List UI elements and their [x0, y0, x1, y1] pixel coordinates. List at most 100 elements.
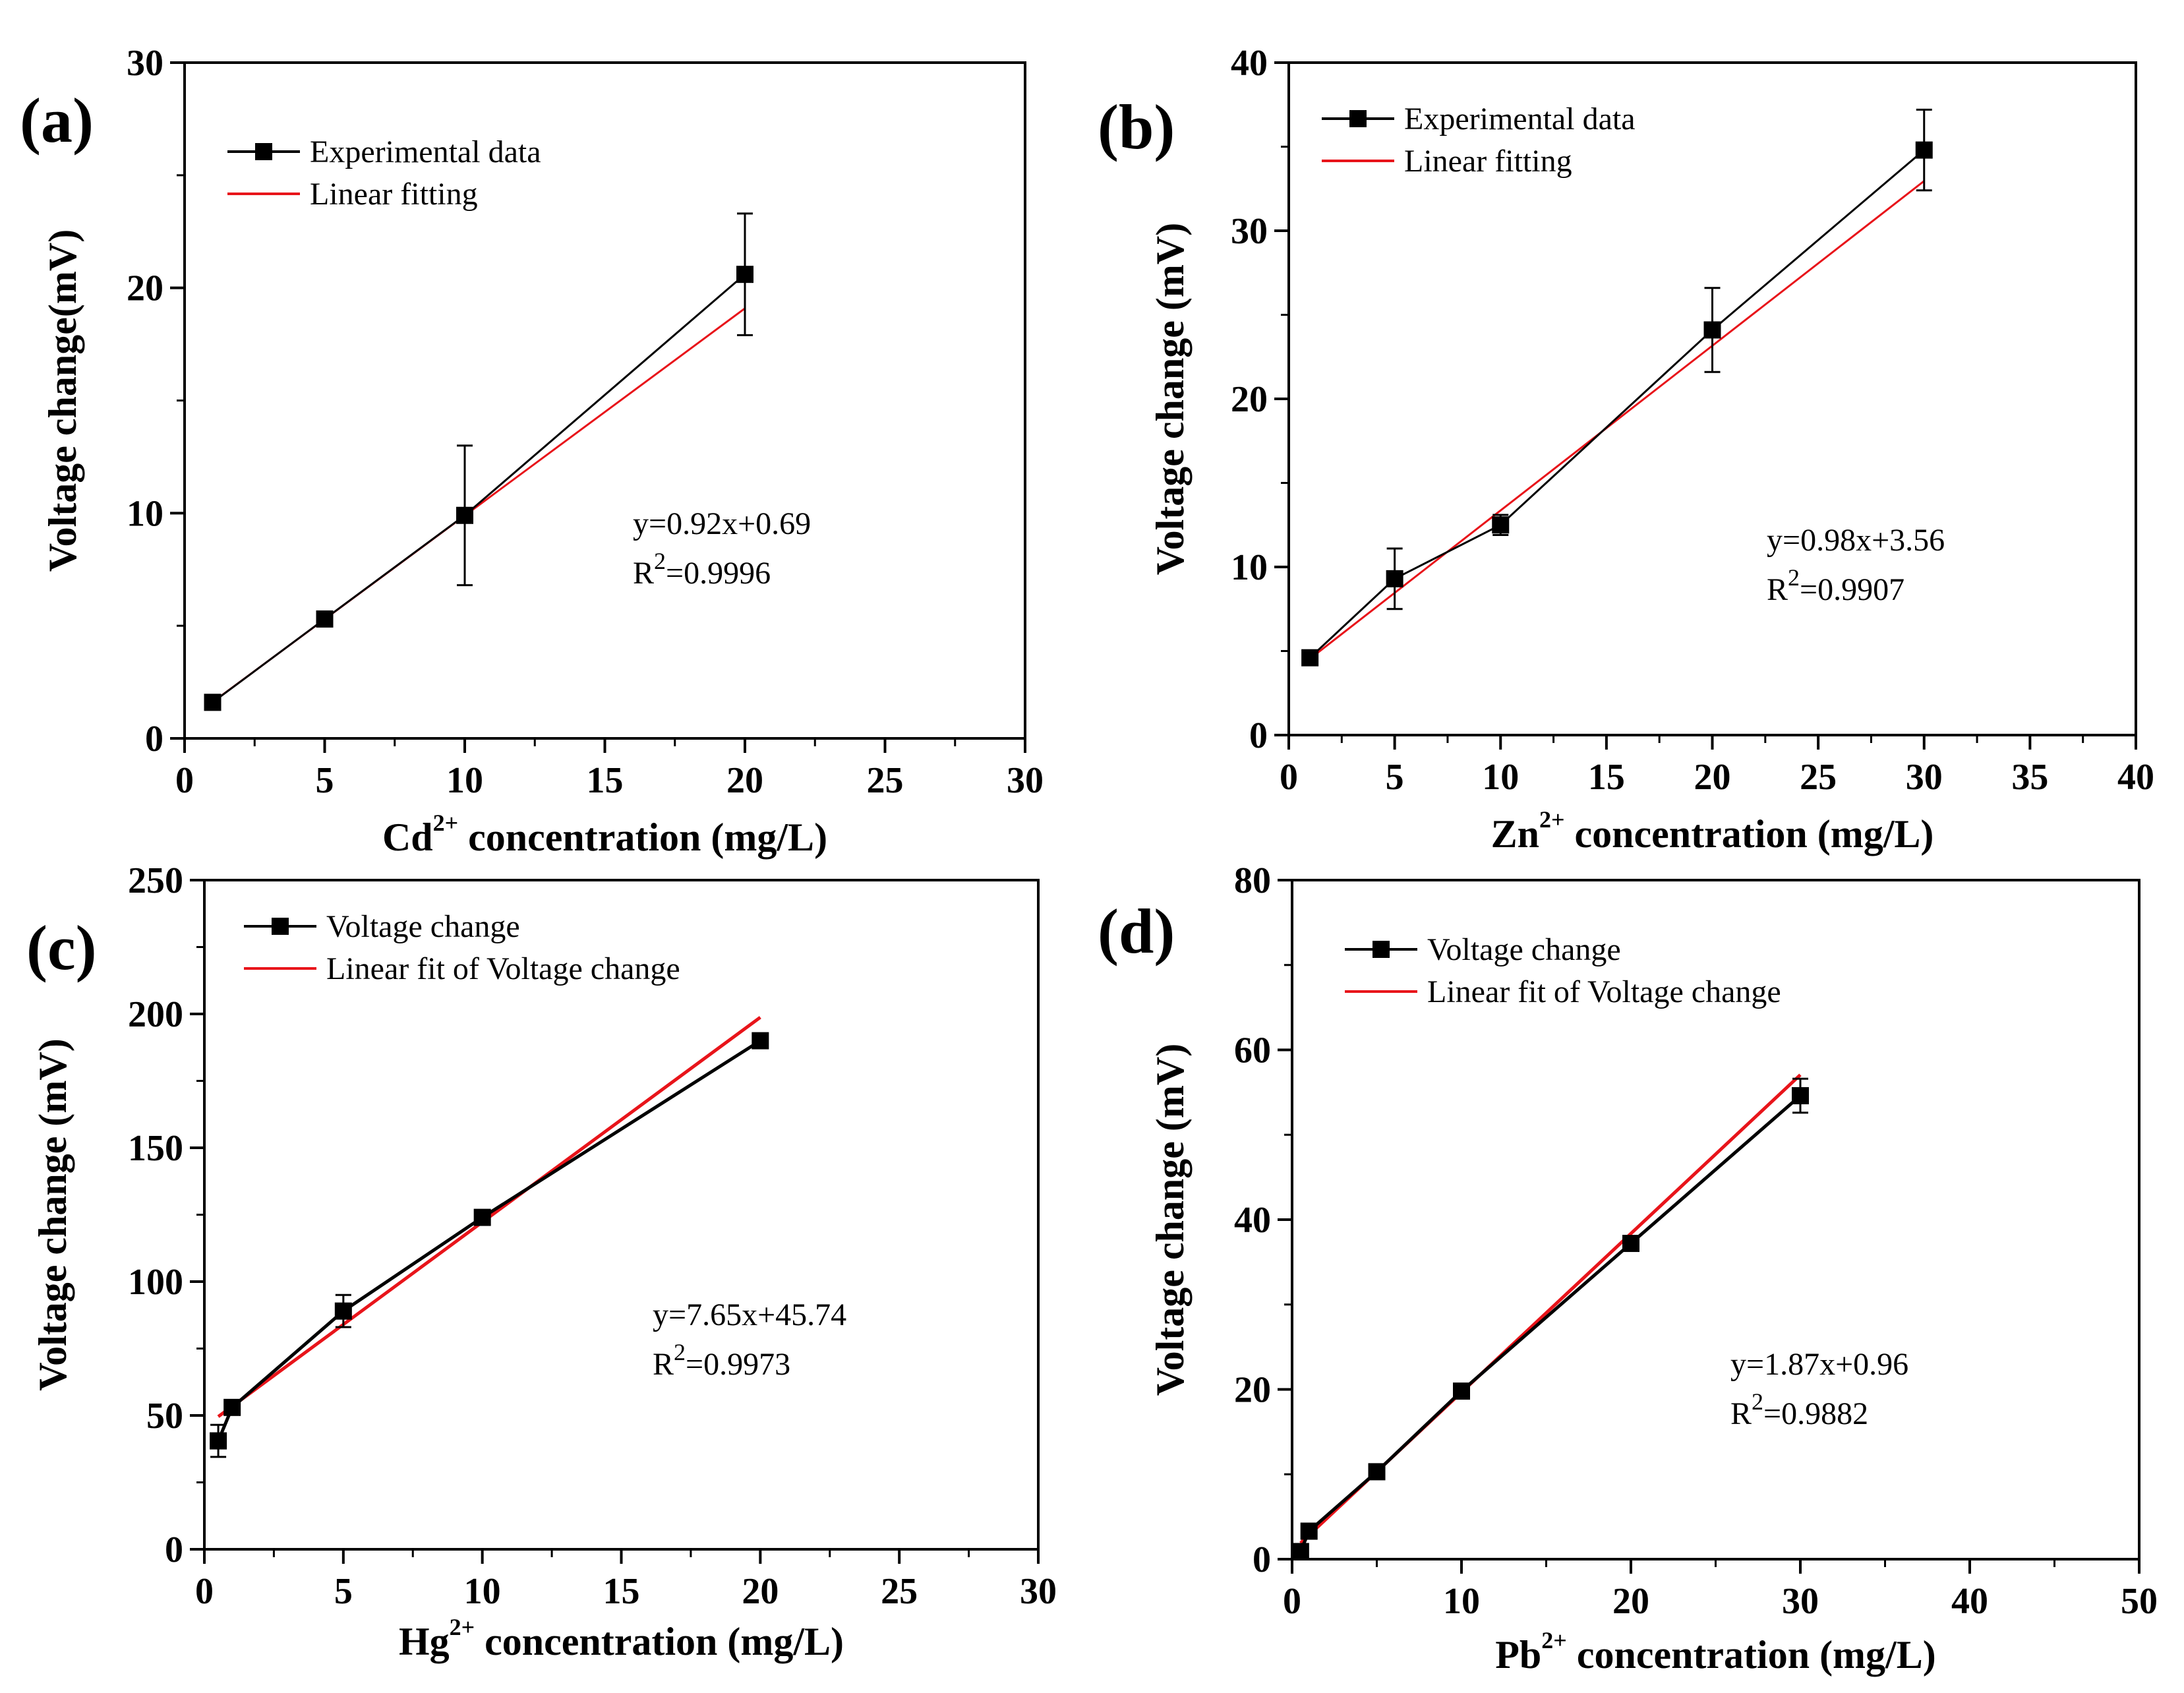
y-tick-label: 100 — [128, 1262, 183, 1303]
y-tick-label: 150 — [128, 1128, 183, 1169]
x-tick-label: 15 — [603, 1571, 640, 1612]
fit-equation: y=0.98x+3.56 — [1767, 523, 1945, 558]
x-axis-title: Hg2+ concentration (mg/L) — [399, 1614, 844, 1663]
x-axis-title-charge: 2+ — [433, 810, 459, 836]
fit-equation: y=0.92x+0.69 — [633, 506, 811, 541]
y-tick-label: 250 — [128, 860, 183, 901]
x-axis-title-unit: concentration (mg/L) — [1567, 1633, 1936, 1677]
data-point — [473, 1208, 491, 1226]
r2-value: =0.9882 — [1763, 1396, 1868, 1431]
data-point — [456, 506, 473, 524]
legend-label-fit: Linear fitting — [310, 177, 478, 212]
y-tick-label: 40 — [1231, 43, 1268, 84]
x-axis-title-ion: Hg — [399, 1620, 450, 1663]
x-tick-label: 25 — [881, 1571, 918, 1612]
legend-marker-experimental — [255, 143, 272, 160]
y-tick-label: 50 — [146, 1396, 183, 1437]
data-point — [334, 1302, 352, 1320]
x-tick-label: 5 — [334, 1571, 353, 1612]
y-axis-title: Voltage change(mV) — [41, 229, 84, 572]
x-tick-label: 0 — [1280, 757, 1298, 798]
x-axis-title-ion: Pb — [1495, 1633, 1541, 1677]
legend-label-experimental: Experimental data — [1404, 102, 1636, 136]
x-tick-label: 5 — [316, 760, 334, 801]
experimental-line — [216, 1039, 761, 1442]
fit-r-squared: R2=0.9882 — [1730, 1388, 1868, 1431]
x-tick-label: 25 — [867, 760, 904, 801]
panel-1: 0 5 10 15 20 25 30 35 40 0 10 20 30 40 Voltage change … — [1098, 43, 2154, 856]
x-tick-label: 5 — [1386, 757, 1404, 798]
x-tick-label: 0 — [175, 760, 194, 801]
data-point — [204, 694, 221, 711]
fit-r-squared: R2=0.9973 — [653, 1339, 790, 1382]
x-axis-title-charge: 2+ — [1541, 1627, 1567, 1653]
y-axis-title: Voltage change (mV) — [1148, 1044, 1192, 1396]
x-axis-title-charge: 2+ — [450, 1614, 475, 1640]
x-tick-label: 40 — [1951, 1581, 1988, 1622]
data-point — [210, 1432, 227, 1450]
x-tick-label: 25 — [1800, 757, 1837, 798]
x-axis-title-ion: Cd — [382, 816, 433, 859]
x-tick-label: 20 — [1694, 757, 1731, 798]
r2-letter: R — [633, 556, 654, 591]
data-point — [1453, 1382, 1470, 1400]
x-axis-title-unit: concentration (mg/L) — [1565, 812, 1934, 856]
x-tick-label: 10 — [464, 1571, 501, 1612]
y-tick-label: 20 — [1234, 1370, 1271, 1411]
x-tick-label: 40 — [2117, 757, 2154, 798]
data-point — [752, 1032, 769, 1050]
x-tick-label: 35 — [2011, 757, 2048, 798]
data-point — [223, 1398, 241, 1416]
y-tick-label: 200 — [128, 994, 183, 1035]
x-axis-title: Pb2+ concentration (mg/L) — [1495, 1627, 1935, 1677]
fit-equation: y=1.87x+0.96 — [1730, 1347, 1908, 1382]
legend-marker-experimental — [1349, 110, 1367, 127]
x-tick-label: 15 — [587, 760, 624, 801]
legend-label-fit: Linear fit of Voltage change — [326, 951, 680, 986]
panel-label: (d) — [1098, 896, 1175, 966]
data-point — [736, 266, 753, 283]
y-tick-label: 60 — [1234, 1030, 1271, 1071]
data-point — [1291, 1543, 1309, 1560]
fit-line — [1309, 180, 1925, 660]
fit-r-squared: R2=0.9907 — [1767, 564, 1904, 607]
legend-label-fit: Linear fitting — [1404, 144, 1572, 179]
legend-label-experimental: Voltage change — [326, 909, 520, 944]
legend-marker-experimental — [1372, 941, 1390, 958]
x-axis-title-ion: Zn — [1491, 812, 1539, 856]
y-tick-label: 0 — [145, 719, 163, 759]
r2-value: =0.9907 — [1800, 572, 1904, 607]
r2-letter: R — [653, 1347, 674, 1382]
x-tick-label: 15 — [1588, 757, 1625, 798]
panel-2: 0 5 10 15 20 25 30 0 50 100 150 200 250 Voltage chang… — [26, 860, 1057, 1663]
data-point — [1300, 1522, 1318, 1540]
y-tick-label: 10 — [1231, 547, 1268, 588]
x-tick-label: 10 — [1482, 757, 1519, 798]
panel-label: (b) — [1098, 92, 1175, 162]
x-tick-label: 0 — [195, 1571, 214, 1612]
x-tick-label: 30 — [1906, 757, 1943, 798]
y-axis-title: Voltage change (mV) — [1148, 223, 1192, 575]
panel-label: (c) — [26, 912, 97, 983]
x-tick-label: 10 — [446, 760, 483, 801]
y-axis-title: Voltage change (mV) — [31, 1038, 74, 1390]
fit-r-squared: R2=0.9996 — [633, 548, 771, 591]
x-axis-title-unit: concentration (mg/L) — [458, 816, 827, 859]
y-tick-label: 10 — [127, 493, 163, 534]
panel-3: 0 10 20 30 40 50 0 20 40 60 80 Voltage change (mV) P… — [1098, 860, 2158, 1677]
x-tick-label: 10 — [1443, 1581, 1480, 1622]
data-point — [1301, 649, 1319, 667]
x-tick-label: 30 — [1782, 1581, 1819, 1622]
legend-marker-experimental — [272, 918, 289, 935]
x-axis-title-charge: 2+ — [1539, 806, 1565, 833]
x-axis-title: Zn2+ concentration (mg/L) — [1491, 806, 1934, 856]
experimental-line — [1299, 1094, 1802, 1553]
x-tick-label: 0 — [1283, 1581, 1301, 1622]
y-tick-label: 0 — [1249, 715, 1268, 756]
panel-label: (a) — [20, 85, 94, 156]
y-tick-label: 20 — [127, 268, 163, 309]
y-tick-label: 0 — [1253, 1539, 1271, 1580]
x-axis-title-unit: concentration (mg/L) — [475, 1620, 844, 1663]
